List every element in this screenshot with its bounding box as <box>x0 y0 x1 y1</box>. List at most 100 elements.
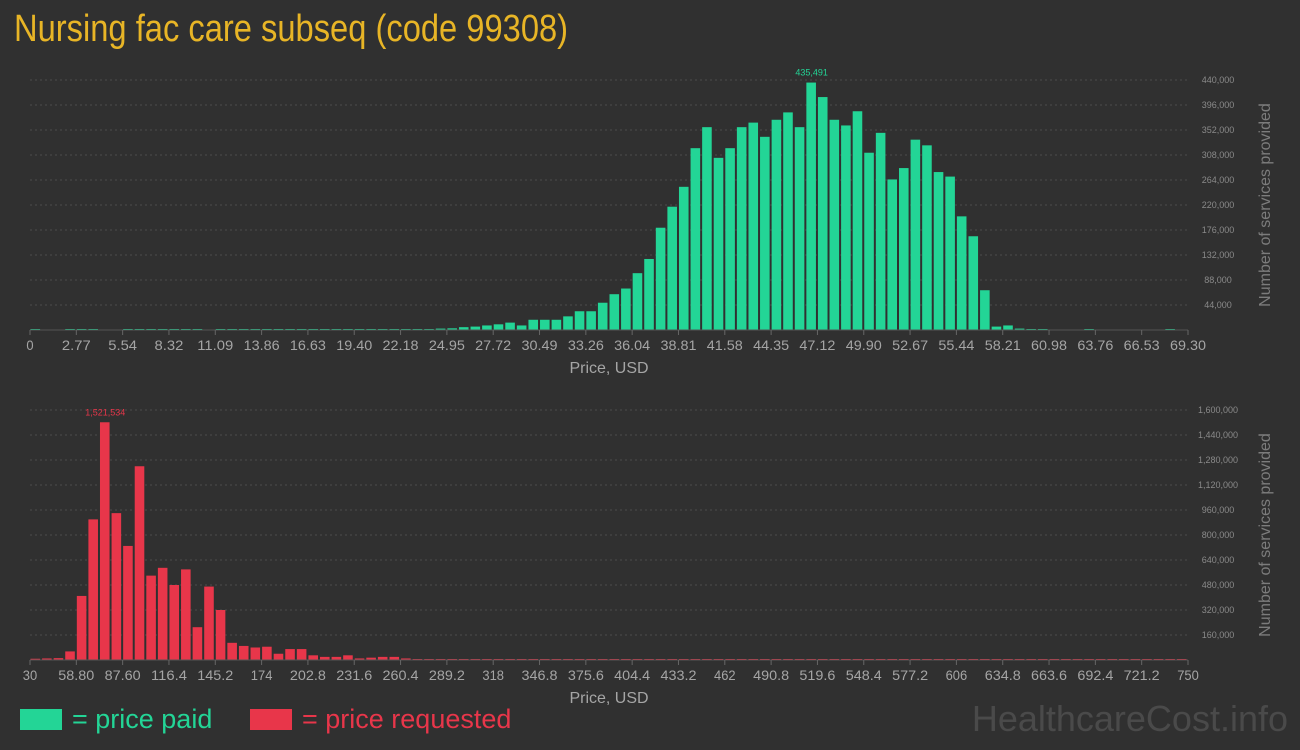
x-tick-label: 0 <box>26 337 33 353</box>
bar <box>215 610 226 660</box>
legend-paid: = price paid <box>20 704 212 735</box>
bar <box>632 273 643 330</box>
bar <box>875 132 886 330</box>
bar <box>157 567 168 660</box>
bar <box>262 646 272 660</box>
bar <box>794 127 805 330</box>
bar <box>227 642 237 660</box>
bar <box>621 288 631 330</box>
x-tick-label: 13.86 <box>244 337 280 353</box>
bar <box>42 658 52 660</box>
x-tick-label: 634.8 <box>985 667 1021 683</box>
bar <box>956 216 967 330</box>
x-tick-label: 69.30 <box>1170 337 1206 353</box>
y-tick-label: 88,000 <box>1204 275 1232 285</box>
x-tick-label: 66.53 <box>1124 337 1160 353</box>
x-tick-label: 30.49 <box>522 337 558 353</box>
bar <box>123 545 133 660</box>
bar <box>551 319 562 330</box>
y-tick-label: 352,000 <box>1202 125 1235 135</box>
bar <box>308 655 318 660</box>
bar <box>910 139 921 330</box>
bar <box>563 316 573 330</box>
x-tick-label: 27.72 <box>475 337 511 353</box>
bar <box>470 326 481 330</box>
bar <box>991 326 1002 330</box>
bar <box>447 328 457 330</box>
bar <box>574 311 585 330</box>
y-tick-label: 440,000 <box>1202 75 1235 85</box>
bar <box>435 328 446 330</box>
bar <box>713 157 724 330</box>
x-tick-label: 318 <box>482 667 504 683</box>
y-axis-title: Number of services provided <box>1257 103 1274 307</box>
legend-requested: = price requested <box>250 704 511 735</box>
bar <box>296 649 307 660</box>
x-tick-label: 24.95 <box>429 337 465 353</box>
x-tick-label: 404.4 <box>614 667 650 683</box>
bar <box>829 119 840 331</box>
bar <box>88 519 98 661</box>
y-tick-label: 160,000 <box>1202 630 1235 640</box>
bar <box>899 168 909 330</box>
x-tick-label: 289.2 <box>429 667 465 683</box>
bar <box>852 111 863 330</box>
bar <box>945 176 955 330</box>
bar <box>505 322 515 330</box>
x-tick-label: 462 <box>714 667 736 683</box>
bar <box>690 148 701 330</box>
x-tick-label: 87.60 <box>105 667 141 683</box>
y-tick-label: 308,000 <box>1202 150 1235 160</box>
bar <box>702 127 712 330</box>
x-tick-label: 433.2 <box>660 667 696 683</box>
y-tick-label: 800,000 <box>1202 530 1235 540</box>
bar <box>528 319 539 330</box>
bar <box>111 513 122 661</box>
x-tick-label: 52.67 <box>892 337 928 353</box>
y-tick-label: 176,000 <box>1202 225 1235 235</box>
bar <box>250 647 261 660</box>
bar <box>204 586 214 660</box>
x-tick-label: 346.8 <box>522 667 558 683</box>
x-tick-label: 490.8 <box>753 667 789 683</box>
legend-requested-swatch <box>250 709 292 730</box>
peak-value-label: 435,491 <box>795 68 828 78</box>
bar <box>377 656 388 661</box>
x-tick-label: 606 <box>946 667 968 683</box>
x-tick-label: 375.6 <box>568 667 604 683</box>
legend-paid-label: = price paid <box>72 704 213 734</box>
bar <box>841 125 851 330</box>
x-tick-label: 5.54 <box>108 337 137 353</box>
bar <box>30 658 41 660</box>
bar <box>771 119 782 331</box>
watermark: HealthcareCost.info <box>971 698 1288 739</box>
price-requested-chart: 160,000 320,000 480,000 640,000 800,000 960,0… <box>23 405 1274 707</box>
x-tick-label: 11.09 <box>197 337 233 353</box>
bar <box>401 658 411 660</box>
bar <box>644 258 654 330</box>
bar <box>331 656 342 661</box>
bar <box>389 656 400 661</box>
price-paid-chart: 44,000 88,000 132,000 176,000 220,000 264,000… <box>26 68 1274 377</box>
bar <box>354 658 365 660</box>
y-tick-label: 320,000 <box>1202 605 1235 615</box>
bar <box>516 325 527 330</box>
bar <box>343 655 353 660</box>
x-tick-label: 577.2 <box>892 667 928 683</box>
bar <box>134 466 145 660</box>
bar <box>1003 325 1013 330</box>
bar <box>238 645 249 660</box>
bar <box>482 325 492 330</box>
bar <box>655 227 666 330</box>
x-tick-label: 519.6 <box>799 667 835 683</box>
x-tick-label: 8.32 <box>155 337 184 353</box>
y-tick-label: 1,440,000 <box>1198 430 1238 440</box>
bar <box>76 595 87 660</box>
x-axis-title: Price, USD <box>569 360 648 377</box>
bar <box>366 657 376 660</box>
x-tick-label: 19.40 <box>336 337 372 353</box>
y-tick-label: 960,000 <box>1202 505 1235 515</box>
legend-requested-label: = price requested <box>302 704 512 734</box>
bar <box>748 122 759 330</box>
x-tick-label: 260.4 <box>383 667 419 683</box>
